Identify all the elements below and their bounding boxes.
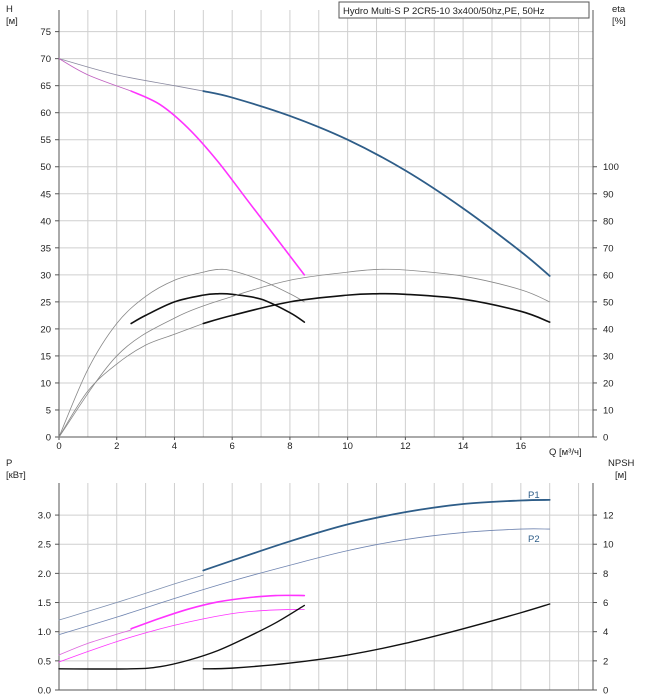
y-left-tick-label: 35: [40, 243, 51, 254]
y-right-tick-label: 10: [603, 540, 614, 551]
y-right-label-top: eta: [612, 4, 626, 15]
y-left-tick-label: 75: [40, 27, 51, 38]
series-line-eta-thin-1: [58, 268, 305, 438]
series-line-h-partial: [130, 90, 306, 276]
x-tick-label: 6: [230, 441, 235, 452]
x-tick-label: 8: [287, 441, 292, 452]
y-left-tick-label: 10: [40, 378, 51, 389]
y-right-tick-label: 100: [603, 162, 619, 173]
series-line-p1-partial-thin: [58, 629, 132, 656]
y-left-label-top: H: [6, 4, 13, 15]
y-left-label-bottom: P: [6, 458, 12, 469]
y-left-tick-label: 60: [40, 108, 51, 119]
y-left-tick-label: 45: [40, 189, 51, 200]
y-left-tick-label: 2.0: [38, 569, 51, 580]
x-tick-label: 16: [516, 441, 527, 452]
y-left-unit-top: [м]: [6, 16, 18, 27]
y-right-tick-label: 40: [603, 324, 614, 335]
y-right-tick-label: 0: [603, 433, 608, 444]
y-left-tick-label: 30: [40, 270, 51, 281]
y-right-tick-label: 30: [603, 351, 614, 362]
x-tick-label: 12: [400, 441, 411, 452]
y-right-unit-bottom: [м]: [615, 470, 627, 481]
series-line-p2: [58, 528, 551, 636]
y-right-tick-label: 0: [603, 686, 608, 697]
series-line-p2-partial: [58, 609, 305, 663]
y-left-tick-label: 1.0: [38, 627, 51, 638]
y-right-tick-label: 50: [603, 297, 614, 308]
y-right-tick-label: 8: [603, 569, 608, 580]
series-line-p1-partial: [130, 594, 306, 630]
series-line-h-thin: [58, 58, 204, 92]
y-left-unit-bottom: [кВт]: [6, 470, 26, 481]
chart-title-box: [338, 1, 590, 19]
series-line-eta-thin-2: [58, 268, 551, 438]
series-line-npsh-2: [202, 603, 551, 670]
y-right-tick-label: 70: [603, 243, 614, 254]
series-line-eta-2: [202, 292, 551, 325]
series-line-p1: [202, 499, 551, 572]
y-left-tick-label: 3.0: [38, 511, 51, 522]
y-left-tick-label: 55: [40, 135, 51, 146]
x-tick-label: 4: [172, 441, 177, 452]
series-line-h-thin-partial: [58, 58, 132, 92]
series-line-eta-thin-3: [58, 323, 204, 438]
series-line-h: [202, 90, 551, 277]
y-left-tick-label: 15: [40, 351, 51, 362]
y-left-tick-label: 5: [46, 405, 51, 416]
y-left-tick-label: 25: [40, 297, 51, 308]
x-tick-label: 0: [56, 441, 61, 452]
y-left-tick-label: 1.5: [38, 598, 51, 609]
series-line-eta-1: [130, 292, 306, 325]
y-right-tick-label: 2: [603, 656, 608, 667]
series-label-p1: P1: [528, 490, 540, 501]
y-right-tick-label: 90: [603, 189, 614, 200]
y-right-tick-label: 4: [603, 627, 608, 638]
y-left-tick-label: 70: [40, 54, 51, 65]
y-right-label-bottom: NPSH: [608, 458, 635, 469]
chart-title: Hydro Multi-S P 2CR5-10 3x400/50hz,PE, 5…: [343, 6, 545, 17]
y-right-tick-label: 10: [603, 405, 614, 416]
series-line-npsh-1: [58, 604, 306, 670]
y-left-tick-label: 0.0: [38, 686, 51, 697]
y-left-tick-label: 0.5: [38, 656, 51, 667]
power-npsh-panel: 0.0 0.5 1.0 1.5 2.0 2.5 3.0 0 2 4 6 8 10 12: [38, 483, 614, 697]
y-right-unit-top: [%]: [612, 16, 626, 27]
x-axis-label: Q [м³/ч]: [549, 447, 582, 458]
y-right-tick-label: 20: [603, 378, 614, 389]
y-left-tick-label: 65: [40, 81, 51, 92]
y-left-tick-label: 2.5: [38, 540, 51, 551]
y-right-tick-label: 60: [603, 270, 614, 281]
x-tick-label: 14: [458, 441, 469, 452]
y-right-tick-label: 6: [603, 598, 608, 609]
x-tick-label: 10: [342, 441, 353, 452]
x-tick-label: 2: [114, 441, 119, 452]
y-left-tick-label: 20: [40, 324, 51, 335]
y-left-tick-label: 40: [40, 216, 51, 227]
series-label-p2: P2: [528, 534, 540, 545]
head-efficiency-panel: 0510152025303540455055606570750102030405…: [40, 10, 619, 452]
y-right-tick-label: 80: [603, 216, 614, 227]
y-right-tick-label: 12: [603, 511, 614, 522]
y-left-tick-label: 50: [40, 162, 51, 173]
y-left-tick-label: 0: [46, 433, 51, 444]
series-line-p1-thin: [58, 574, 204, 621]
